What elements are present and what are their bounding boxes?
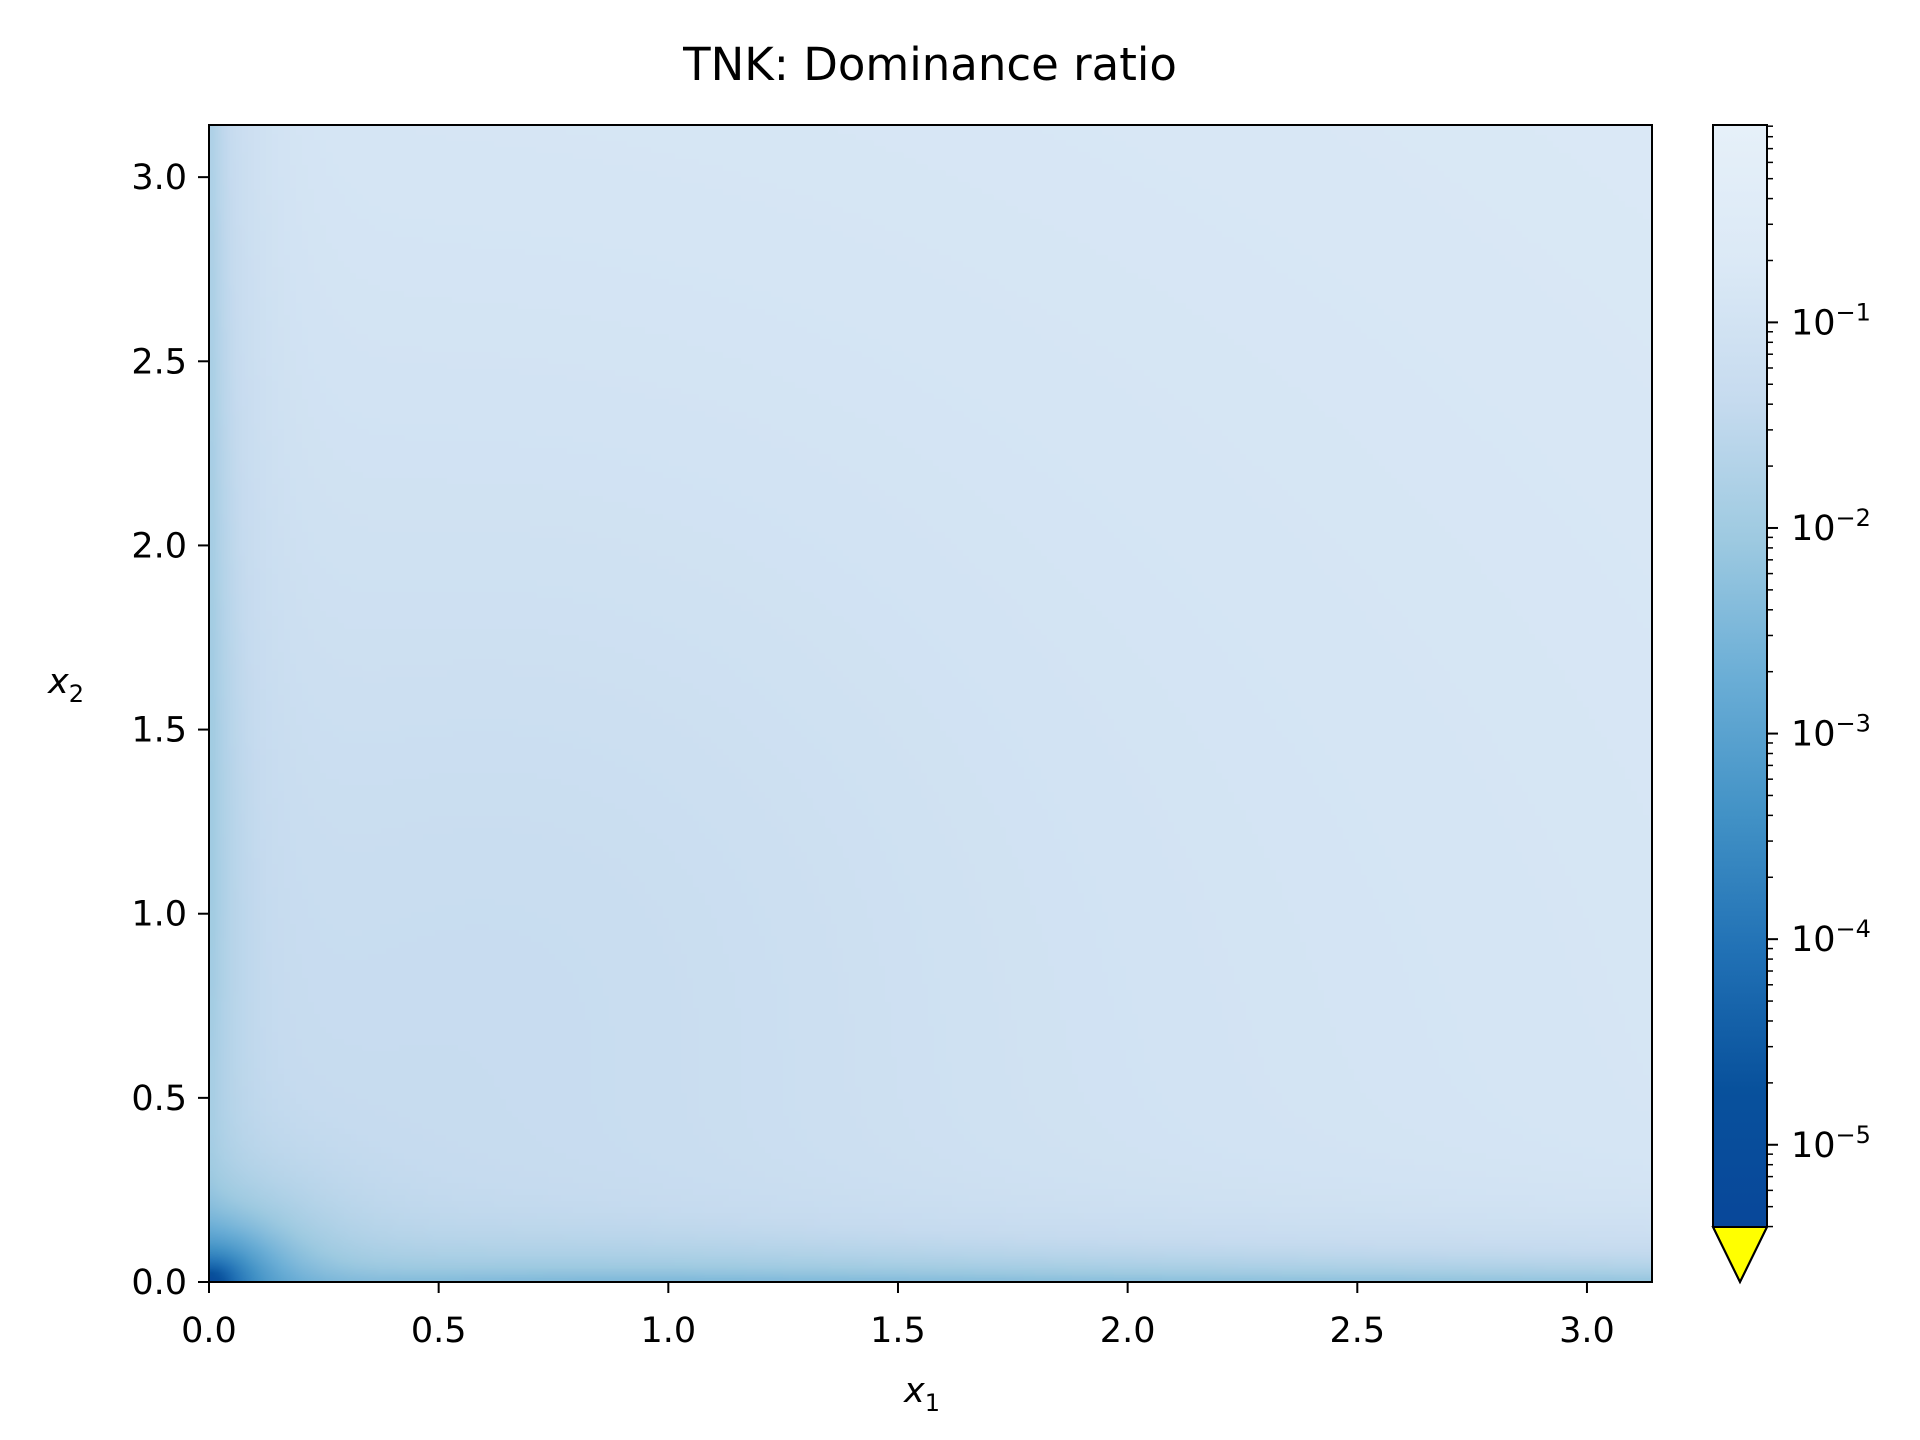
x-tick-label: 0.5 [411, 1311, 467, 1351]
colorbar-ticks: 10−110−210−310−410−5 [1767, 125, 1871, 1228]
x-tick-label: 3.0 [1559, 1311, 1615, 1351]
y-axis-label: x2 [47, 662, 84, 708]
colorbar-tick-exponent: −4 [1836, 915, 1871, 943]
colorbar-tick-base: 10 [1791, 920, 1836, 960]
y-tick-label: 0.0 [131, 1263, 187, 1303]
colorbar-tick-base: 10 [1791, 303, 1836, 343]
x-axis-label-base: x [903, 1371, 925, 1411]
y-tick-label: 2.0 [131, 526, 187, 566]
x-axis: 0.0 0.5 1.0 1.5 2.0 2.5 3.0 [181, 1282, 1615, 1351]
colorbar-tick-label: 10−4 [1791, 915, 1871, 960]
colorbar-tick-base: 10 [1791, 1126, 1836, 1166]
colorbar-tick-base: 10 [1791, 715, 1836, 755]
heatmap-image [209, 125, 1652, 1282]
y-tick-label: 1.5 [131, 711, 187, 751]
x-axis-label-subscript: 1 [925, 1389, 940, 1417]
colorbar-tick-base: 10 [1791, 509, 1836, 549]
colorbar-tick-exponent: −5 [1836, 1121, 1871, 1149]
y-tick-label: 1.0 [131, 895, 187, 935]
chart-title: TNK: Dominance ratio [682, 38, 1177, 91]
colorbar-tick-exponent: −3 [1836, 710, 1871, 738]
colorbar-extend-triangle [1711, 1226, 1769, 1285]
y-tick-label: 3.0 [131, 158, 187, 198]
colorbar-frame [1712, 124, 1768, 1285]
x-tick-label: 2.0 [1100, 1311, 1156, 1351]
y-axis-label-subscript: 2 [69, 680, 84, 708]
colorbar-tick-label: 10−5 [1791, 1121, 1871, 1166]
x-tick-label: 0.0 [181, 1311, 237, 1351]
colorbar-tick-exponent: −2 [1836, 504, 1871, 532]
x-axis-label: x1 [903, 1371, 940, 1417]
colorbar-tick-label: 10−1 [1791, 298, 1871, 343]
colorbar: 10−110−210−310−410−5 [1711, 124, 1871, 1285]
x-tick-label: 2.5 [1329, 1311, 1385, 1351]
colorbar-tick-label: 10−3 [1791, 710, 1871, 755]
colorbar-tick-exponent: −1 [1836, 298, 1871, 326]
y-tick-label: 2.5 [131, 342, 187, 382]
colorbar-tick-label: 10−2 [1791, 504, 1871, 549]
y-axis-label-base: x [47, 662, 69, 702]
heatmap-plot [208, 124, 1653, 1283]
x-tick-label: 1.0 [640, 1311, 696, 1351]
colorbar-gradient [1713, 125, 1767, 1227]
y-axis: 0.0 0.5 1.0 1.5 2.0 2.5 3.0 [131, 158, 209, 1303]
x-tick-label: 1.5 [870, 1311, 926, 1351]
plot-frame [208, 124, 1653, 1283]
y-tick-label: 0.5 [131, 1079, 187, 1119]
